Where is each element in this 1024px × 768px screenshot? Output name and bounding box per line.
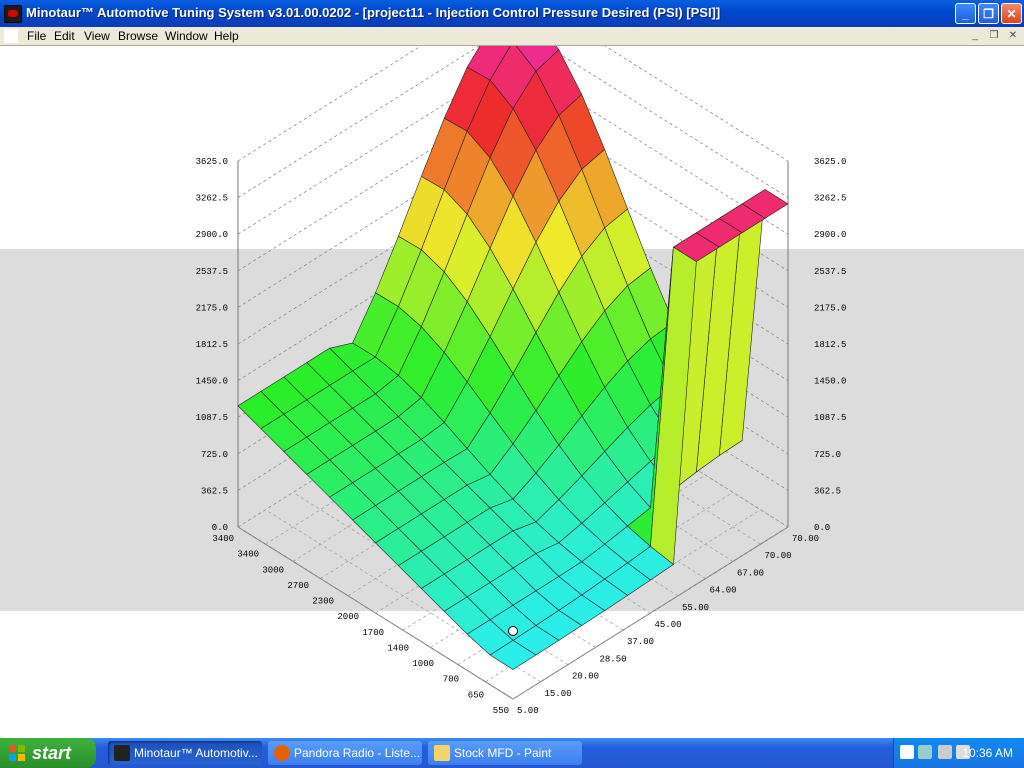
rpm-tick-label: 2700	[287, 581, 309, 591]
z-tick-label-right: 2175.0	[814, 303, 846, 313]
cursor-marker	[508, 626, 518, 636]
load-tick-label: 55.00	[682, 603, 709, 613]
windows-flag-icon	[9, 745, 25, 761]
grid-line	[512, 526, 789, 700]
z-tick-label-left: 1812.5	[196, 340, 228, 350]
load-tick-label: 45.00	[655, 620, 682, 630]
surface-cell	[489, 639, 537, 670]
z-tick-label-left: 2175.0	[196, 303, 228, 313]
task-pandora[interactable]: Pandora Radio - Liste...	[268, 741, 422, 765]
z-tick-label-right: 3625.0	[814, 157, 846, 167]
minotaur-app-icon	[114, 745, 130, 761]
window-title: Minotaur™ Automotive Tuning System v3.01…	[26, 5, 721, 20]
document-icon[interactable]	[4, 29, 18, 43]
start-button[interactable]: start	[0, 738, 96, 768]
restore-button[interactable]: ❐	[978, 3, 999, 24]
z-tick-label-right: 0.0	[814, 523, 830, 533]
rpm-tick-label: 3400	[237, 550, 259, 560]
z-tick-label-left: 3262.5	[196, 194, 228, 204]
menu-edit[interactable]: Edit	[54, 29, 75, 43]
surface-chart[interactable]: 0.0 0.0 362.5 362.5 725.0 725.0 1087.5 1087.5 14…	[0, 46, 1024, 739]
rpm-tick-label: 1700	[362, 628, 384, 638]
rpm-tick-label: 550	[493, 706, 509, 716]
title-bar[interactable]: Minotaur™ Automotive Tuning System v3.01…	[0, 0, 1024, 27]
rpm-tick-label: 1400	[387, 643, 409, 653]
task-paint[interactable]: Stock MFD - Paint	[428, 741, 582, 765]
z-tick-label-right: 1087.5	[814, 413, 846, 423]
z-tick-label-left: 0.0	[212, 523, 228, 533]
rpm-tick-label: 2000	[337, 612, 359, 622]
menu-browse[interactable]: Browse	[118, 29, 159, 43]
close-button[interactable]: ✕	[1001, 3, 1022, 24]
mdi-restore-button[interactable]: ❐	[989, 30, 999, 41]
rpm-tick-label: 650	[468, 690, 484, 700]
z-tick-label-left: 362.5	[201, 486, 228, 496]
grid-line	[237, 526, 514, 700]
z-tick-label-left: 725.0	[201, 450, 228, 460]
minimize-button[interactable]: _	[955, 3, 976, 24]
z-tick-label-left: 2900.0	[196, 230, 228, 240]
mdi-minimize-button[interactable]: _	[972, 30, 978, 41]
rpm-tick-label: 3000	[262, 565, 284, 575]
z-tick-label-left: 1450.0	[196, 377, 228, 387]
rpm-tick-label: 2300	[312, 597, 334, 607]
menu-view[interactable]: View	[84, 29, 110, 43]
paint-icon	[434, 745, 450, 761]
app-icon[interactable]	[4, 5, 22, 23]
z-tick-label-right: 2900.0	[814, 230, 846, 240]
load-tick-label: 28.50	[600, 654, 627, 664]
taskbar: start Minotaur™ Automotiv... Pandora Rad…	[0, 738, 1024, 768]
z-tick-label-right: 2537.5	[814, 267, 846, 277]
z-tick-label-right: 1812.5	[814, 340, 846, 350]
task-label: Pandora Radio - Liste...	[294, 746, 421, 760]
task-label: Stock MFD - Paint	[454, 746, 552, 760]
network-icon[interactable]	[918, 745, 932, 759]
load-tick-label: 70.00	[792, 534, 819, 544]
system-tray: 10:36 AM	[893, 738, 1024, 768]
load-tick-label: 15.00	[545, 689, 572, 699]
z-tick-label-left: 2537.5	[196, 267, 228, 277]
menu-window[interactable]: Window	[165, 29, 208, 43]
load-tick-label: 67.00	[737, 568, 764, 578]
z-tick-label-right: 725.0	[814, 450, 841, 460]
clock: 10:36 AM	[962, 746, 1013, 760]
load-tick-label: 37.00	[627, 637, 654, 647]
menu-bar: File Edit View Browse Window Help _ ❐ ✕	[0, 27, 1024, 45]
firefox-icon	[274, 745, 290, 761]
task-minotaur[interactable]: Minotaur™ Automotiv...	[108, 741, 262, 765]
start-label: start	[32, 743, 72, 763]
load-tick-label: 5.00	[517, 706, 539, 716]
load-tick-label: 70.00	[765, 551, 792, 561]
task-label: Minotaur™ Automotiv...	[134, 746, 258, 760]
grid-line	[237, 46, 789, 198]
rpm-tick-label: 700	[443, 675, 459, 685]
z-tick-label-right: 3262.5	[814, 194, 846, 204]
load-tick-label: 20.00	[572, 672, 599, 682]
z-tick-label-right: 1450.0	[814, 377, 846, 387]
z-tick-label-right: 362.5	[814, 486, 841, 496]
load-tick-label: 64.00	[710, 586, 737, 596]
volume-icon[interactable]	[938, 745, 952, 759]
help-icon[interactable]	[900, 745, 914, 759]
rpm-tick-label: 3400	[212, 534, 234, 544]
chart-area: 0.0 0.0 362.5 362.5 725.0 725.0 1087.5 1087.5 14…	[0, 45, 1024, 739]
z-tick-label-left: 1087.5	[196, 413, 228, 423]
fn-key-icon[interactable]	[956, 745, 970, 759]
z-tick-label-left: 3625.0	[196, 157, 228, 167]
rpm-tick-label: 1000	[412, 659, 434, 669]
menu-help[interactable]: Help	[214, 29, 239, 43]
grid-line	[237, 46, 789, 162]
mdi-close-button[interactable]: ✕	[1008, 30, 1018, 41]
menu-file[interactable]: File	[27, 29, 47, 43]
